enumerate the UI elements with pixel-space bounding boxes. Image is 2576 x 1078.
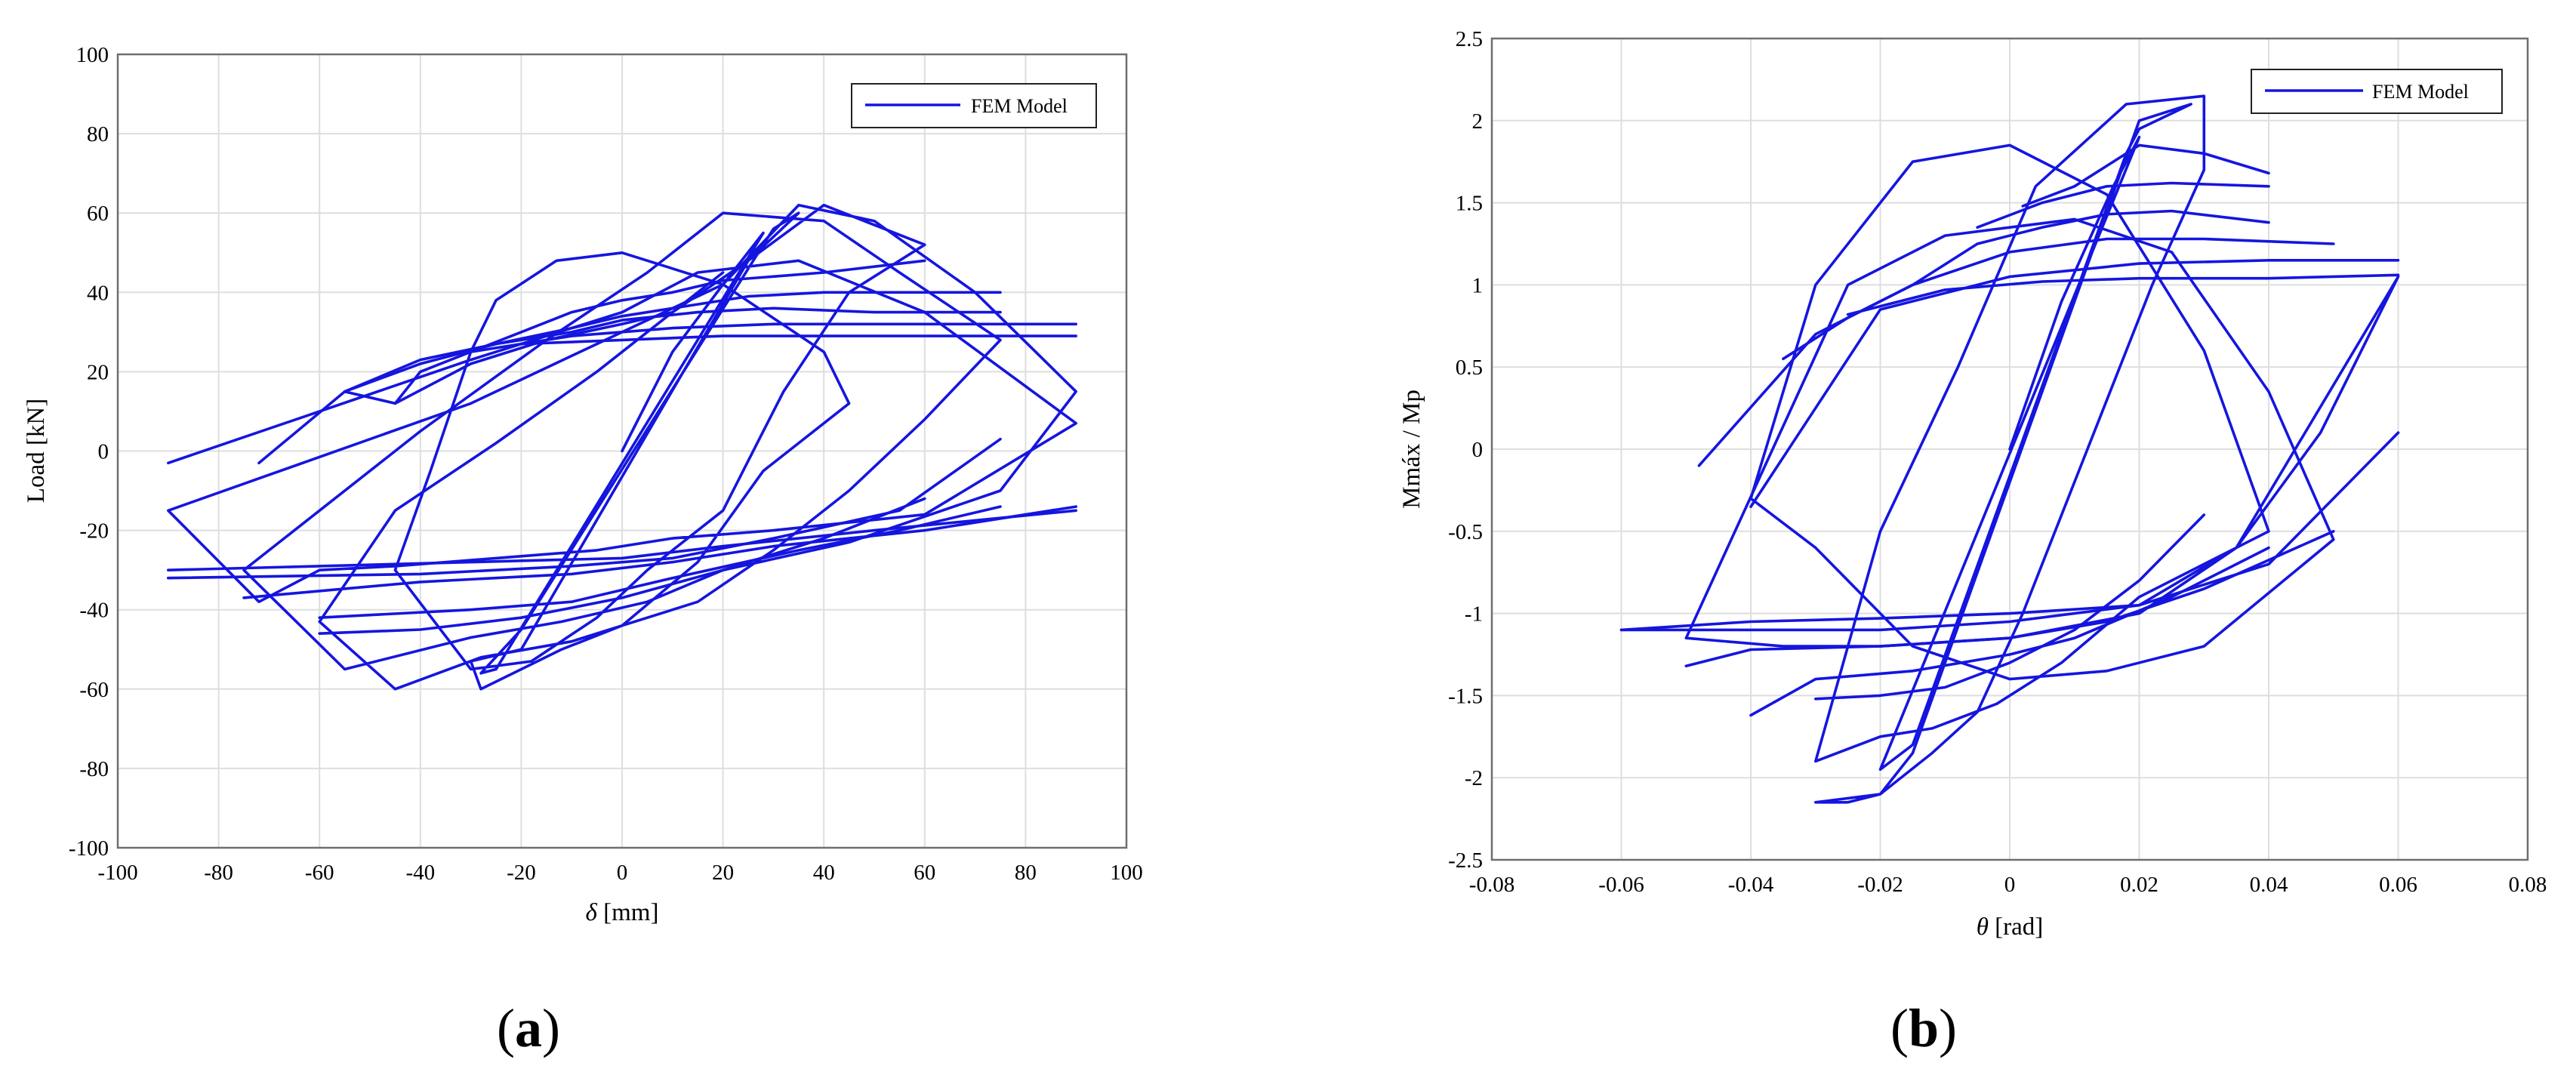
chart-a-loop-upper bbox=[519, 334, 1077, 346]
chart-b-plot-frame bbox=[1490, 37, 2529, 861]
chart-a-ytick-label: 20 bbox=[87, 360, 109, 384]
chart-a-loop-upper bbox=[257, 306, 1002, 465]
chart-b-legend-label: FEM Model bbox=[2372, 81, 2469, 103]
chart-a-xtick-label: -20 bbox=[507, 861, 536, 885]
chart-b-loop-lower bbox=[1749, 546, 2270, 717]
chart-b-panel-label: (b) bbox=[1890, 998, 1957, 1058]
chart-a-xlabel: δ [mm] bbox=[586, 899, 659, 926]
chart-a-ytick-label: -80 bbox=[79, 757, 109, 781]
chart-a-ytick-label: -60 bbox=[79, 678, 109, 702]
chart-b-ylabel: Mmáx / Mp bbox=[1398, 390, 1425, 509]
chart-b-grid bbox=[1492, 38, 2528, 860]
chart-a-ytick-label: 100 bbox=[76, 43, 109, 67]
chart-a-panel-label: (a) bbox=[497, 998, 560, 1058]
chart-b-xtick-label: 0 bbox=[2004, 873, 2016, 897]
chart-a-loop-lower bbox=[167, 509, 1077, 572]
chart-a-xtick-label: 60 bbox=[914, 861, 935, 885]
chart-a-ylabel: Load [kN] bbox=[23, 399, 50, 503]
chart-a-loop-lower bbox=[318, 505, 1002, 620]
chart-a-ytick-label: -100 bbox=[69, 836, 109, 861]
chart-a-ytick-label: 40 bbox=[87, 281, 109, 305]
chart-a-xtick-label: -100 bbox=[97, 861, 137, 885]
chart-b-xtick-label: 0.08 bbox=[2509, 873, 2547, 897]
chart-a-ticks: -100 -80 -60 -40 -20 0 20 40 60 80 100 -100 -80 -60 -4… bbox=[69, 43, 1143, 885]
chart-b-ytick-label: 0 bbox=[1472, 438, 1484, 462]
chart-b-xtick-label: -0.08 bbox=[1469, 873, 1514, 897]
chart-b-ytick-label: 0.5 bbox=[1456, 356, 1483, 380]
chart-a-xtick-label: 0 bbox=[617, 861, 628, 885]
chart-b-loop-lower bbox=[1619, 431, 2400, 632]
chart-b-loop-lower bbox=[1814, 513, 2206, 701]
chart-a-ytick-label: 60 bbox=[87, 202, 109, 226]
chart-b-legend: FEM Model bbox=[2251, 69, 2503, 114]
chart-b-loop-upper bbox=[1749, 258, 2400, 509]
chart-a-ytick-label: -20 bbox=[79, 519, 109, 544]
chart-a-xtick-label: 80 bbox=[1015, 861, 1037, 885]
chart-b: -0.08 -0.06 -0.04 -0.02 0 0.02 0.04 0.06 0.08 -2.… bbox=[1398, 27, 2547, 1058]
chart-b-ytick-label: -2.5 bbox=[1448, 849, 1483, 873]
chart-a-loop-upper bbox=[343, 271, 725, 405]
chart-b-xlabel-unit: [rad] bbox=[1989, 913, 2043, 941]
chart-a-loop-lower bbox=[167, 437, 1002, 580]
chart-b-loop-upper bbox=[1846, 273, 2400, 316]
chart-b-xlabel: θ [rad] bbox=[1977, 913, 2044, 941]
chart-b-ytick-label: 1.5 bbox=[1456, 192, 1483, 216]
chart-b-ytick-label: -1.5 bbox=[1448, 684, 1483, 708]
chart-a-xtick-label: 100 bbox=[1110, 861, 1143, 885]
chart-b-loop-upper bbox=[1976, 181, 2270, 229]
chart-a-loop-lower bbox=[242, 505, 1077, 599]
chart-a-ytick-label: -40 bbox=[79, 599, 109, 623]
chart-a-loop-lower bbox=[318, 497, 926, 636]
chart-a-legend-label: FEM Model bbox=[971, 95, 1068, 117]
chart-b-ticks: -0.08 -0.06 -0.04 -0.02 0 0.02 0.04 0.06 0.08 -2.… bbox=[1448, 27, 2547, 897]
chart-b-xlabel-symbol: θ bbox=[1977, 913, 1989, 941]
chart-b-xtick-label: -0.06 bbox=[1598, 873, 1644, 897]
chart-b-ytick-label: 1 bbox=[1472, 273, 1484, 297]
chart-b-ytick-label: -1 bbox=[1465, 602, 1483, 627]
chart-a-xtick-label: -80 bbox=[204, 861, 233, 885]
chart-a-loop-upper bbox=[343, 291, 1002, 393]
chart-b-loop-upper bbox=[1697, 237, 2335, 467]
chart-a-xtick-label: 40 bbox=[813, 861, 835, 885]
chart-a-plot-frame bbox=[116, 53, 1128, 849]
chart-a-legend: FEM Model bbox=[851, 83, 1097, 128]
chart-a-panel-letter: a bbox=[515, 998, 542, 1058]
chart-a-xlabel-unit: [mm] bbox=[597, 899, 659, 926]
chart-b-panel-letter: b bbox=[1909, 998, 1939, 1058]
chart-b-xtick-label: -0.02 bbox=[1857, 873, 1903, 897]
chart-b-ytick-label: 2.5 bbox=[1456, 27, 1483, 51]
chart-b-ytick-label: -0.5 bbox=[1448, 520, 1483, 544]
chart-b-xtick-label: 0.06 bbox=[2379, 873, 2417, 897]
chart-b-loop-lower bbox=[1684, 529, 2335, 668]
chart-a-xtick-label: -60 bbox=[305, 861, 334, 885]
chart-b-series bbox=[1619, 94, 2400, 804]
chart-a-ytick-label: 80 bbox=[87, 122, 109, 146]
chart-a-ytick-label: 0 bbox=[98, 440, 109, 464]
chart-b-xtick-label: 0.02 bbox=[2120, 873, 2158, 897]
chart-a-xlabel-symbol: δ bbox=[586, 899, 598, 926]
chart-a-series-line bbox=[167, 203, 1077, 691]
chart-b-xtick-label: -0.04 bbox=[1728, 873, 1774, 897]
chart-b-ytick-label: 2 bbox=[1472, 109, 1484, 134]
chart-a-loop-upper bbox=[393, 259, 926, 405]
chart-b-xtick-label: 0.04 bbox=[2250, 873, 2288, 897]
chart-b-ytick-label: -2 bbox=[1465, 766, 1483, 790]
chart-b-loop-upper bbox=[2021, 143, 2270, 208]
chart-a-xtick-label: -40 bbox=[405, 861, 435, 885]
chart-a-series bbox=[167, 203, 1077, 691]
chart-a-xtick-label: 20 bbox=[712, 861, 734, 885]
chart-a: -100 -80 -60 -40 -20 0 20 40 60 80 100 -100 -80 -60 -4… bbox=[23, 43, 1143, 1058]
